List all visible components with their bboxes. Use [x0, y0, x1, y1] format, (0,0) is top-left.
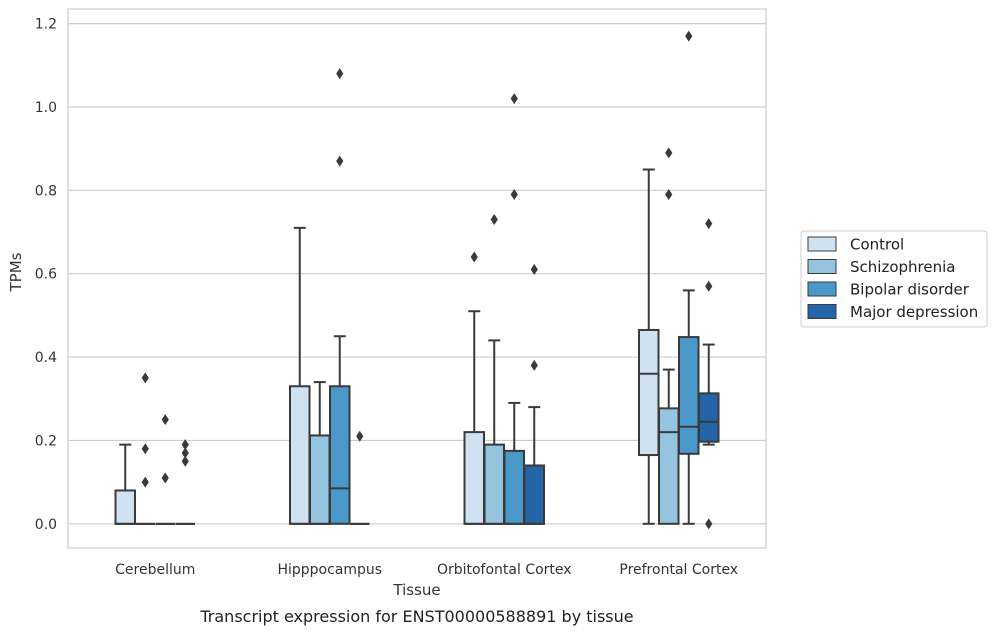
box-major-depression [698, 218, 720, 530]
legend-label: Bipolar disorder [850, 281, 970, 299]
box-iqr [503, 449, 525, 525]
box-iqr [463, 431, 485, 525]
outlier-point [530, 359, 538, 371]
outlier-point [141, 476, 149, 488]
outlier-point [161, 414, 169, 426]
box-bipolar-disorder [678, 30, 700, 525]
legend-label: Schizophrenia [850, 258, 955, 276]
outlier-point [490, 214, 498, 226]
box-schizophrenia [309, 381, 331, 525]
box-iqr [329, 385, 351, 525]
box-control [289, 226, 311, 525]
box-plot-boxes [114, 30, 720, 530]
box-iqr [309, 434, 331, 525]
legend-swatch [807, 304, 837, 319]
chart-caption: Transcript expression for ENST0000058889… [199, 607, 633, 626]
box-iqr [289, 385, 311, 525]
y-tick-label: 0.6 [35, 267, 57, 283]
outlier-point [510, 93, 518, 105]
outlier-point [470, 251, 478, 263]
box-major-depression [523, 264, 545, 525]
legend-label: Control [850, 236, 904, 254]
outlier-point [665, 189, 673, 201]
x-tick-label: Cerebellum [115, 562, 195, 578]
box-major-depression [175, 439, 195, 525]
box-major-depression [350, 430, 370, 525]
box-control [114, 443, 136, 525]
legend-label: Major depression [850, 303, 978, 321]
x-axis-title: Tissue [392, 581, 440, 599]
outlier-point [356, 430, 364, 442]
y-tick-label: 0.8 [35, 183, 57, 199]
legend-swatch [807, 236, 837, 252]
y-tick-label: 0.4 [35, 350, 57, 366]
outlier-point [141, 372, 149, 384]
legend-swatch [807, 281, 837, 297]
outlier-point [685, 30, 693, 42]
box-bipolar-disorder [155, 414, 175, 525]
y-tick-label: 0.0 [35, 517, 57, 533]
grid-lines [68, 22, 766, 525]
x-tick-label: Orbitofontal Cortex [437, 562, 572, 578]
outlier-point [181, 439, 189, 451]
box-iqr [658, 407, 680, 525]
y-tick-label: 1.0 [35, 100, 57, 116]
outlier-point [665, 147, 673, 159]
box-schizophrenia [135, 372, 155, 525]
outlier-point [141, 443, 149, 455]
outlier-point [181, 447, 189, 459]
y-axis-ticks: 0.0 0.2 0.4 0.6 0.8 1.0 1.2 [35, 17, 57, 533]
box-iqr [678, 336, 700, 455]
y-tick-label: 0.2 [35, 433, 57, 449]
outlier-point [510, 189, 518, 201]
x-tick-label: Hipppocampus [277, 562, 382, 578]
box-schizophrenia [658, 147, 680, 525]
box-iqr [114, 489, 136, 525]
x-axis-ticks: Cerebellum Hipppocampus Orbitofontal Corte… [115, 562, 738, 578]
legend: Control Schizophrenia Bipolar disorder Majo… [800, 230, 988, 328]
legend-swatch [807, 259, 837, 274]
outlier-point [705, 280, 713, 292]
box-control [638, 168, 660, 525]
legend-frame [800, 230, 988, 328]
legend-entries: Control Schizophrenia Bipolar disorder Majo… [807, 236, 978, 321]
box-iqr [638, 328, 660, 457]
outlier-point [161, 472, 169, 484]
box-iqr [483, 443, 505, 525]
outlier-point [705, 218, 713, 230]
box-iqr [523, 464, 545, 525]
plot-area-border [67, 8, 767, 549]
y-axis-title: TPMs [7, 252, 25, 292]
box-bipolar-disorder [329, 68, 351, 525]
outlier-point [530, 264, 538, 276]
box-bipolar-disorder [503, 93, 525, 525]
x-tick-label: Prefrontal Cortex [619, 562, 738, 578]
box-schizophrenia [483, 214, 505, 525]
box-control [463, 251, 485, 525]
y-tick-label: 1.2 [35, 17, 57, 33]
outlier-point [181, 455, 189, 467]
outlier-point [336, 68, 344, 80]
outlier-point [705, 518, 713, 530]
box-iqr [698, 392, 720, 443]
outlier-point [336, 155, 344, 167]
